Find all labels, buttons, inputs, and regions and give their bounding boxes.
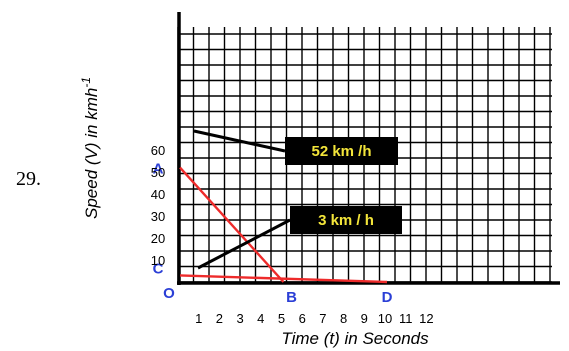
point-label-B: B [286, 289, 297, 306]
x-tick-label: 12 [419, 311, 433, 326]
series-line-CD [179, 274, 388, 284]
point-label-D: D [382, 289, 393, 306]
x-tick-label: 9 [361, 311, 368, 326]
y-tick-label: 40 [151, 187, 165, 202]
annotation-pointer-A [193, 129, 286, 153]
y-tick-label: 60 [151, 143, 165, 158]
x-tick-label: 8 [340, 311, 347, 326]
graph-lines [179, 166, 388, 284]
y-axis-label: Speed (V) in kmh-1 [79, 77, 101, 219]
annotation-box-C [290, 206, 402, 234]
x-tick-label: 2 [216, 311, 223, 326]
y-tick-label: 20 [151, 231, 165, 246]
x-tick-label: 10 [378, 311, 392, 326]
x-tick-label: 4 [257, 311, 264, 326]
point-label-A: A [153, 161, 164, 178]
point-label-C: C [153, 260, 164, 277]
question-number: 29. [16, 168, 41, 190]
x-tick-label: 3 [236, 311, 243, 326]
annotation-label-C: 3 km / h [318, 212, 374, 229]
y-tick-label: 30 [151, 209, 165, 224]
y-tick-label: 10 [151, 253, 165, 268]
annotation-box-A [285, 137, 398, 165]
y-tick-label: 50 [151, 165, 165, 180]
x-tick-label: 1 [195, 311, 202, 326]
y-axis-label-main: Speed (V) in kmh [82, 88, 101, 219]
y-axis-label-superscript: -1 [79, 77, 93, 88]
x-tick-label: 11 [399, 311, 413, 326]
x-tick-label: 7 [319, 311, 326, 326]
x-tick-label: 5 [278, 311, 285, 326]
x-tick-label: 6 [299, 311, 306, 326]
x-axis-label: Time (t) in Seconds [281, 329, 429, 348]
annotation-label-A: 52 km /h [311, 143, 371, 160]
axes [177, 12, 560, 285]
series-line-AB [179, 166, 285, 283]
point-label-O: O [163, 285, 175, 302]
annotation-pointer-C [197, 218, 291, 270]
annotations: 52 km /h 3 km / h [193, 129, 402, 270]
